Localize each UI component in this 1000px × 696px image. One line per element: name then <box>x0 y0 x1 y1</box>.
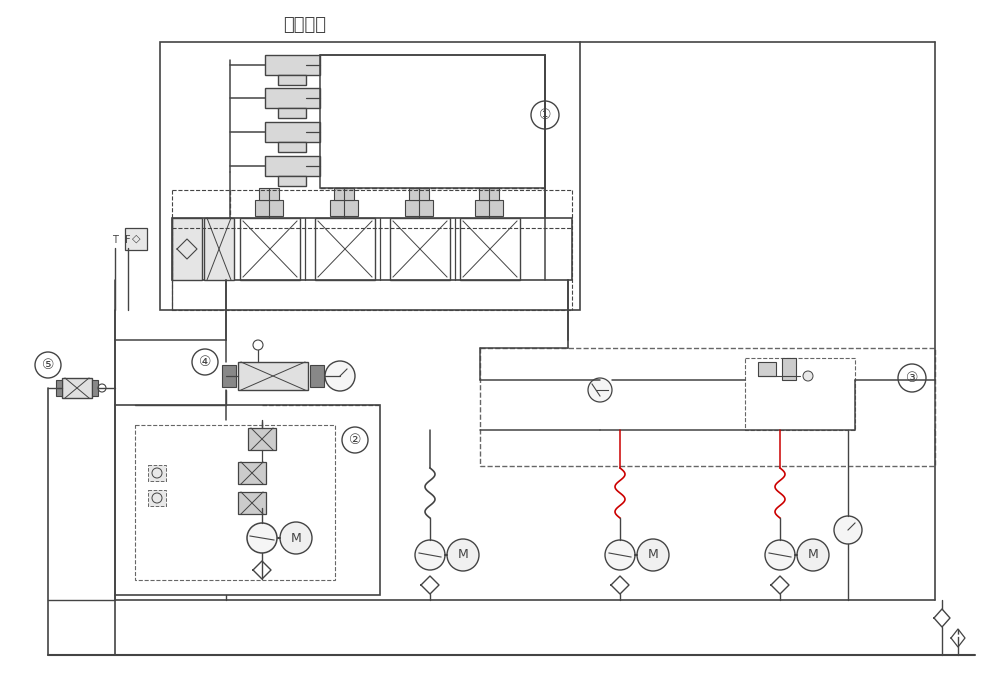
Bar <box>259 188 279 200</box>
Bar <box>238 492 266 514</box>
Circle shape <box>588 378 612 402</box>
Bar <box>758 362 776 376</box>
Bar <box>62 378 92 398</box>
Text: M: M <box>458 548 468 562</box>
Bar <box>222 365 236 387</box>
Circle shape <box>342 427 368 453</box>
Bar <box>265 55 320 75</box>
Circle shape <box>447 539 479 571</box>
Text: M: M <box>648 548 658 562</box>
Text: ⑤: ⑤ <box>42 358 54 372</box>
Text: F: F <box>125 235 131 245</box>
Bar <box>278 142 306 152</box>
Circle shape <box>247 523 277 553</box>
Bar <box>248 428 276 450</box>
Circle shape <box>803 371 813 381</box>
Bar <box>265 156 320 176</box>
Circle shape <box>325 361 355 391</box>
Bar <box>334 188 354 200</box>
Bar <box>148 465 166 481</box>
Circle shape <box>797 539 829 571</box>
Bar <box>56 380 62 396</box>
Circle shape <box>765 540 795 570</box>
Text: ◇: ◇ <box>132 234 140 244</box>
Circle shape <box>898 364 926 392</box>
Bar <box>480 348 935 466</box>
Circle shape <box>35 352 61 378</box>
Circle shape <box>605 540 635 570</box>
Circle shape <box>192 349 218 375</box>
Circle shape <box>637 539 669 571</box>
Text: ④: ④ <box>199 355 211 369</box>
Bar <box>172 218 572 280</box>
Bar <box>409 188 429 200</box>
Bar <box>330 200 358 216</box>
Circle shape <box>415 540 445 570</box>
Bar <box>745 358 855 430</box>
Circle shape <box>280 522 312 554</box>
Bar <box>135 425 335 580</box>
Bar <box>479 188 499 200</box>
Circle shape <box>531 101 559 129</box>
Bar <box>125 228 147 250</box>
Bar <box>255 200 283 216</box>
Bar <box>238 362 308 390</box>
Bar <box>204 218 234 280</box>
Bar <box>148 490 166 506</box>
Text: M: M <box>808 548 818 562</box>
Bar <box>160 42 580 310</box>
Text: ①: ① <box>539 108 551 122</box>
Bar <box>320 55 545 188</box>
Bar <box>278 176 306 186</box>
Bar <box>278 108 306 118</box>
Text: 高压锁模: 高压锁模 <box>284 16 326 34</box>
Bar <box>782 358 796 380</box>
Circle shape <box>834 516 862 544</box>
Bar <box>172 218 202 280</box>
Text: ②: ② <box>349 433 361 447</box>
Bar <box>315 218 375 280</box>
Bar <box>278 75 306 85</box>
Bar <box>240 218 300 280</box>
Bar <box>265 88 320 108</box>
Text: M: M <box>291 532 301 544</box>
Text: T: T <box>112 235 118 245</box>
Bar <box>405 200 433 216</box>
Bar <box>460 218 520 280</box>
Bar <box>265 122 320 142</box>
Bar <box>390 218 450 280</box>
Bar <box>92 380 98 396</box>
Text: ③: ③ <box>906 371 918 385</box>
Bar <box>238 462 266 484</box>
Bar <box>475 200 503 216</box>
Bar <box>115 405 380 595</box>
Bar <box>310 365 324 387</box>
